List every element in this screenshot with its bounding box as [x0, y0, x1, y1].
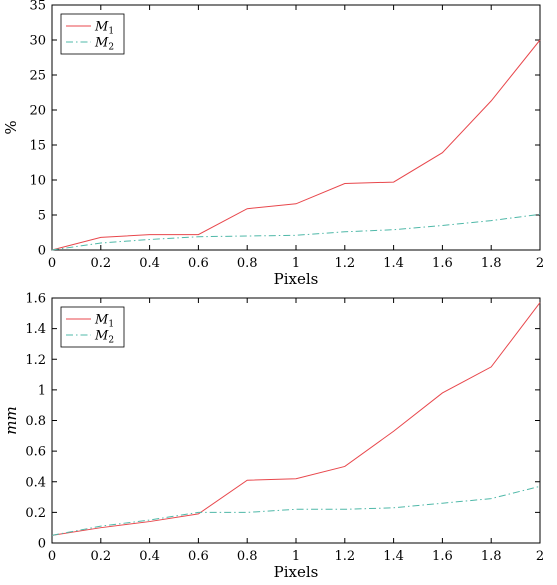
y-axis-label: mm	[2, 406, 20, 434]
y-tick-label: 1.6	[25, 292, 46, 307]
y-tick-label: 0.6	[25, 445, 46, 460]
legend-box	[60, 13, 125, 55]
x-tick-label: 0	[48, 549, 56, 564]
y-tick-label: 35	[29, 0, 46, 14]
legend-label-m1: M1	[94, 20, 114, 37]
x-tick-label: 0.4	[139, 549, 160, 564]
x-tick-label: 0.6	[188, 549, 209, 564]
legend-label-m2: M2	[94, 36, 114, 53]
x-tick-label: 0.6	[188, 256, 209, 271]
x-tick-label: 1.8	[481, 549, 502, 564]
x-tick-label: 1.4	[383, 256, 404, 271]
x-tick-label: 2	[536, 549, 544, 564]
legend-label-m2: M2	[94, 329, 114, 346]
y-tick-label: 20	[29, 104, 46, 119]
y-tick-label: 10	[29, 174, 46, 189]
x-tick-label: 1.2	[334, 256, 355, 271]
series-line-m2	[51, 213, 541, 251]
x-tick-label: 1	[292, 256, 300, 271]
x-axis-label: Pixels	[274, 270, 319, 288]
plot-area-frame	[51, 297, 541, 544]
y-tick-label: 25	[29, 69, 46, 84]
x-tick-label: 1.6	[432, 549, 453, 564]
legend-label-m1: M1	[94, 313, 114, 330]
series-line-m1	[51, 302, 541, 536]
y-tick-label: 0.8	[25, 414, 46, 429]
y-tick-label: 0	[38, 244, 46, 259]
x-tick-label: 1.2	[334, 549, 355, 564]
y-tick-label: 0.4	[25, 475, 46, 490]
chart-panel-2: 0 0.2 0.4 0.6 0.8 1 1.2 1.4 1.6 1.8 2 0 0.2 0.4 0.6 0.8…	[2, 292, 544, 582]
x-tick-label: 0.8	[237, 256, 258, 271]
y-tick-label: 1	[38, 383, 46, 398]
x-tick-label: 1.4	[383, 549, 404, 564]
x-tick-label: 1	[292, 549, 300, 564]
legend-box	[60, 306, 125, 348]
y-tick-label: 30	[29, 34, 46, 49]
chart-panel-1: 0 0.2 0.4 0.6 0.8 1 1.2 1.4 1.6 1.8 20510152025303…	[2, 0, 544, 288]
x-tick-label: 0.2	[90, 549, 111, 564]
x-tick-label: 1.8	[481, 256, 502, 271]
x-tick-label: 0.4	[139, 256, 160, 271]
x-tick-label: 0.8	[237, 549, 258, 564]
y-axis-label: %	[2, 120, 20, 134]
x-tick-label: 2	[536, 256, 544, 271]
y-tick-label: 1.2	[25, 353, 46, 368]
y-tick-label: 0	[38, 537, 46, 552]
x-tick-label: 0	[48, 256, 56, 271]
y-tick-label: 5	[38, 209, 46, 224]
y-tick-label: 15	[29, 139, 46, 154]
y-tick-label: 0.2	[25, 506, 46, 521]
series-line-m1	[51, 39, 541, 251]
x-tick-label: 1.6	[432, 256, 453, 271]
y-tick-label: 1.4	[25, 322, 46, 337]
series-line-m2	[51, 485, 541, 536]
x-tick-label: 0.2	[90, 256, 111, 271]
x-axis-label: Pixels	[274, 563, 319, 581]
